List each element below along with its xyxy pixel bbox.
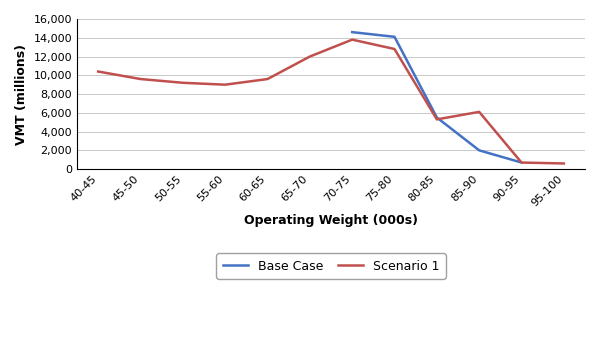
Base Case [391, 35, 398, 39]
Scenario 1 [391, 47, 398, 51]
Scenario 1 [137, 77, 144, 81]
Y-axis label: VMT (millions): VMT (millions) [15, 44, 28, 145]
Scenario 1 [221, 82, 229, 87]
Legend: Base Case, Scenario 1: Base Case, Scenario 1 [217, 253, 446, 279]
Scenario 1 [264, 77, 271, 81]
X-axis label: Operating Weight (000s): Operating Weight (000s) [244, 214, 418, 227]
Scenario 1 [518, 160, 525, 165]
Base Case [518, 160, 525, 165]
Base Case [476, 148, 483, 153]
Scenario 1 [560, 161, 568, 166]
Scenario 1 [476, 110, 483, 114]
Line: Base Case: Base Case [352, 32, 521, 162]
Scenario 1 [433, 117, 440, 122]
Scenario 1 [95, 69, 102, 74]
Scenario 1 [306, 54, 313, 59]
Scenario 1 [349, 37, 356, 42]
Base Case [349, 30, 356, 34]
Line: Scenario 1: Scenario 1 [98, 40, 564, 163]
Base Case [433, 115, 440, 120]
Scenario 1 [179, 81, 187, 85]
